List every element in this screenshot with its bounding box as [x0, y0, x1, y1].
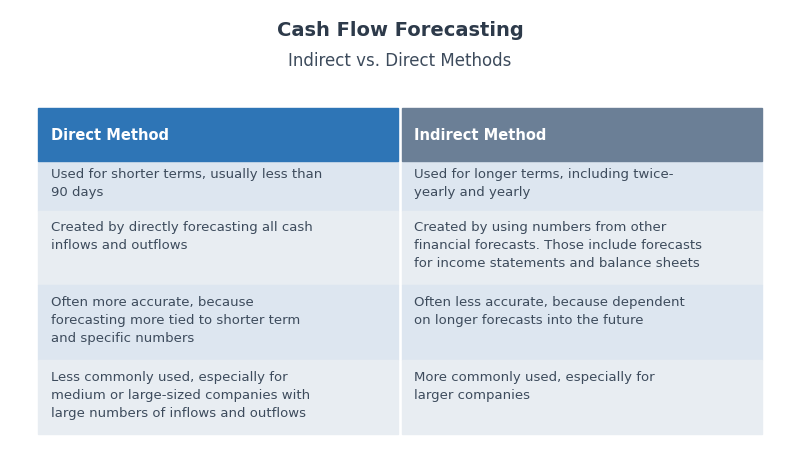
Text: Used for shorter terms, usually less than
90 days: Used for shorter terms, usually less tha…	[51, 168, 322, 199]
Text: Direct Method: Direct Method	[51, 128, 170, 143]
Text: Indirect Method: Indirect Method	[414, 128, 546, 143]
Text: Cash Flow Forecasting: Cash Flow Forecasting	[277, 20, 523, 40]
Text: Created by directly forecasting all cash
inflows and outflows: Created by directly forecasting all cash…	[51, 221, 313, 252]
Text: Less commonly used, especially for
medium or large-sized companies with
large nu: Less commonly used, especially for mediu…	[51, 370, 310, 419]
Text: Used for longer terms, including twice-
yearly and yearly: Used for longer terms, including twice- …	[414, 168, 674, 199]
Text: Often less accurate, because dependent
on longer forecasts into the future: Often less accurate, because dependent o…	[414, 295, 685, 326]
Text: Created by using numbers from other
financial forecasts. Those include forecasts: Created by using numbers from other fina…	[414, 221, 702, 270]
Text: Indirect vs. Direct Methods: Indirect vs. Direct Methods	[288, 52, 512, 70]
Text: Often more accurate, because
forecasting more tied to shorter term
and specific : Often more accurate, because forecasting…	[51, 295, 301, 344]
Text: More commonly used, especially for
larger companies: More commonly used, especially for large…	[414, 370, 655, 401]
